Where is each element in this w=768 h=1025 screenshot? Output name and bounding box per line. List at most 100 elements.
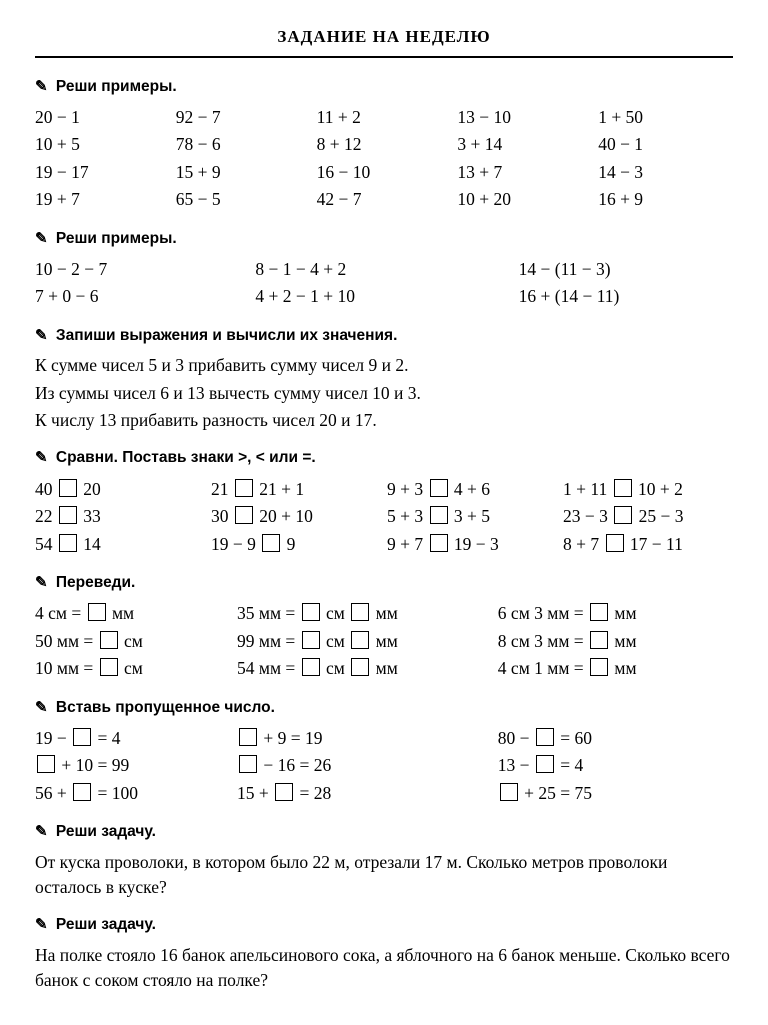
- answer-box[interactable]: [88, 603, 106, 621]
- expr: 16 + 9: [598, 186, 733, 213]
- expr: 11 + 2: [317, 104, 452, 131]
- answer-box[interactable]: [100, 631, 118, 649]
- cmp: 40 20: [35, 476, 205, 503]
- expr: 10 + 20: [457, 186, 592, 213]
- answer-box[interactable]: [235, 506, 253, 524]
- pencil-icon: ✎: [35, 228, 48, 250]
- expr: 14 − (11 − 3): [519, 256, 733, 283]
- page-title: ЗАДАНИЕ НА НЕДЕЛЮ: [35, 25, 733, 58]
- section-head-5: ✎ Переведи.: [35, 572, 733, 594]
- miss: 80 − = 60: [498, 725, 733, 752]
- answer-box[interactable]: [500, 783, 518, 801]
- cmp: 9 + 7 19 − 3: [387, 531, 557, 558]
- miss: 15 + = 28: [237, 780, 492, 807]
- answer-box[interactable]: [302, 603, 320, 621]
- expr: 8 − 1 − 4 + 2: [255, 256, 512, 283]
- pencil-icon: ✎: [35, 76, 48, 98]
- text-block-3: К сумме чисел 5 и 3 прибавить сумму чисе…: [35, 353, 733, 433]
- text-line: К числу 13 прибавить разность чисел 20 и…: [35, 408, 733, 433]
- pencil-icon: ✎: [35, 325, 48, 347]
- miss: + 25 = 75: [498, 780, 733, 807]
- answer-box[interactable]: [59, 479, 77, 497]
- pencil-icon: ✎: [35, 572, 48, 594]
- pencil-icon: ✎: [35, 821, 48, 843]
- answer-box[interactable]: [536, 728, 554, 746]
- answer-box[interactable]: [614, 479, 632, 497]
- expr: 3 + 14: [457, 131, 592, 158]
- miss: + 10 = 99: [35, 752, 231, 779]
- expr: 10 + 5: [35, 131, 170, 158]
- conv: 4 см = мм: [35, 600, 231, 627]
- cmp: 19 − 9 9: [211, 531, 381, 558]
- answer-box[interactable]: [614, 506, 632, 524]
- expr: 78 − 6: [176, 131, 311, 158]
- answer-box[interactable]: [351, 631, 369, 649]
- answer-box[interactable]: [536, 755, 554, 773]
- answer-box[interactable]: [262, 534, 280, 552]
- section-head-3: ✎ Запиши выражения и вычисли их значения…: [35, 325, 733, 347]
- expr: 1 + 50: [598, 104, 733, 131]
- section-head-8-text: Реши задачу.: [56, 916, 156, 933]
- expr: 42 − 7: [317, 186, 452, 213]
- conv: 54 мм = см мм: [237, 655, 492, 682]
- conv: 50 мм = см: [35, 628, 231, 655]
- miss: 19 − = 4: [35, 725, 231, 752]
- word-problem-2: На полке стояло 16 банок апельсинового с…: [35, 943, 733, 994]
- cmp: 30 20 + 10: [211, 503, 381, 530]
- answer-box[interactable]: [590, 658, 608, 676]
- answer-box[interactable]: [239, 728, 257, 746]
- answer-box[interactable]: [239, 755, 257, 773]
- answer-box[interactable]: [302, 658, 320, 676]
- answer-box[interactable]: [430, 506, 448, 524]
- answer-box[interactable]: [302, 631, 320, 649]
- answer-box[interactable]: [430, 534, 448, 552]
- answer-box[interactable]: [590, 631, 608, 649]
- answer-box[interactable]: [235, 479, 253, 497]
- grid-examples-2: 10 − 2 − 7 8 − 1 − 4 + 2 14 − (11 − 3) 7…: [35, 256, 733, 311]
- section-head-7-text: Реши задачу.: [56, 823, 156, 840]
- section-head-3-text: Запиши выражения и вычисли их значения.: [56, 327, 398, 344]
- section-head-5-text: Переведи.: [56, 574, 135, 591]
- answer-box[interactable]: [606, 534, 624, 552]
- section-head-6: ✎ Вставь пропущенное число.: [35, 697, 733, 719]
- expr: 16 − 10: [317, 159, 452, 186]
- expr: 40 − 1: [598, 131, 733, 158]
- section-head-1: ✎ Реши примеры.: [35, 76, 733, 98]
- section-head-2: ✎ Реши примеры.: [35, 228, 733, 250]
- answer-box[interactable]: [73, 728, 91, 746]
- conv: 10 мм = см: [35, 655, 231, 682]
- answer-box[interactable]: [275, 783, 293, 801]
- cmp: 1 + 11 10 + 2: [563, 476, 733, 503]
- expr: 14 − 3: [598, 159, 733, 186]
- text-line: К сумме чисел 5 и 3 прибавить сумму чисе…: [35, 353, 733, 378]
- answer-box[interactable]: [351, 658, 369, 676]
- answer-box[interactable]: [73, 783, 91, 801]
- expr: 10 − 2 − 7: [35, 256, 249, 283]
- pencil-icon: ✎: [35, 697, 48, 719]
- expr: 19 − 17: [35, 159, 170, 186]
- pencil-icon: ✎: [35, 914, 48, 936]
- answer-box[interactable]: [351, 603, 369, 621]
- answer-box[interactable]: [37, 755, 55, 773]
- miss: 13 − = 4: [498, 752, 733, 779]
- answer-box[interactable]: [590, 603, 608, 621]
- expr: 92 − 7: [176, 104, 311, 131]
- conv: 4 см 1 мм = мм: [498, 655, 733, 682]
- section-head-4: ✎ Сравни. Поставь знаки >, < или =.: [35, 447, 733, 469]
- section-head-7: ✎ Реши задачу.: [35, 821, 733, 843]
- expr: 13 + 7: [457, 159, 592, 186]
- grid-compare: 40 20 21 21 + 1 9 + 3 4 + 6 1 + 11 10 + …: [35, 476, 733, 558]
- answer-box[interactable]: [430, 479, 448, 497]
- grid-convert: 4 см = мм 35 мм = см мм 6 см 3 мм = мм 5…: [35, 600, 733, 682]
- answer-box[interactable]: [59, 506, 77, 524]
- answer-box[interactable]: [100, 658, 118, 676]
- section-head-8: ✎ Реши задачу.: [35, 914, 733, 936]
- section-head-6-text: Вставь пропущенное число.: [56, 699, 275, 716]
- conv: 6 см 3 мм = мм: [498, 600, 733, 627]
- miss: 56 + = 100: [35, 780, 231, 807]
- cmp: 5 + 3 3 + 5: [387, 503, 557, 530]
- answer-box[interactable]: [59, 534, 77, 552]
- expr: 65 − 5: [176, 186, 311, 213]
- miss: − 16 = 26: [237, 752, 492, 779]
- section-head-4-text: Сравни. Поставь знаки >, < или =.: [56, 449, 316, 466]
